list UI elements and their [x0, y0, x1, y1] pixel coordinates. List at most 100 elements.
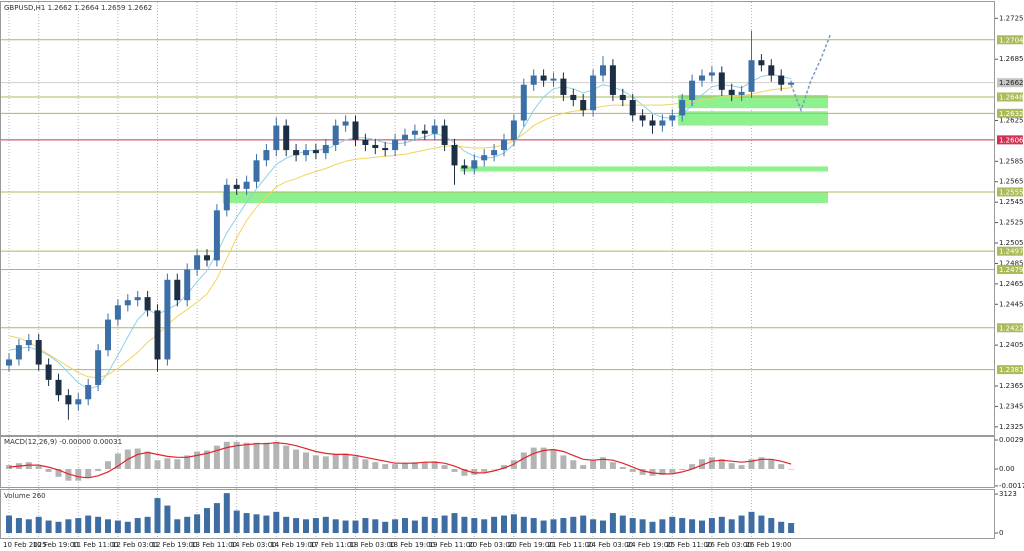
level-label-bg — [997, 35, 1023, 45]
level-label: 1.2632 — [999, 110, 1024, 118]
volume-bar — [451, 513, 458, 534]
macd-bar — [758, 457, 765, 470]
volume-bar — [748, 511, 755, 534]
marks-layer — [6, 30, 832, 534]
x-tick-label: 19 Feb 11:00 — [429, 541, 475, 549]
support-zone — [460, 166, 828, 172]
candle-body — [114, 305, 121, 320]
volume-bar — [75, 518, 82, 534]
macd-bar — [85, 469, 92, 478]
volume-bar — [411, 520, 418, 534]
support-zone — [678, 111, 828, 126]
macd-bar — [491, 469, 498, 470]
macd-bar — [708, 457, 715, 470]
volume-bar — [204, 508, 210, 534]
price-panel-frame — [0, 1, 995, 436]
macd-bar — [600, 457, 606, 470]
y-tick-label: 1.2725 — [999, 14, 1024, 22]
volume-bar — [114, 520, 121, 534]
y-tick-label: 1.2565 — [999, 178, 1024, 186]
candle-body — [441, 125, 448, 145]
volume-bar — [253, 514, 260, 534]
candle-body — [382, 148, 389, 151]
macd-bar — [580, 465, 587, 470]
volume-bar — [45, 520, 52, 534]
candle-body — [510, 120, 517, 140]
macd-bar — [312, 455, 319, 470]
x-tick-label: 17 Feb 11:00 — [310, 541, 356, 549]
macd-bar — [669, 469, 676, 473]
macd-signal-line — [8, 442, 792, 479]
macd-bar — [233, 441, 240, 470]
candle-body — [411, 130, 418, 135]
macd-bar — [392, 464, 399, 470]
y-tick-label: 1.2325 — [999, 423, 1024, 431]
volume-bar — [639, 519, 646, 534]
candle-body — [590, 75, 597, 111]
candle-body — [213, 210, 220, 261]
candle-body — [461, 165, 468, 169]
candle-body — [728, 89, 735, 95]
current-price-bg — [997, 78, 1023, 88]
macd-bar — [560, 455, 567, 470]
macd-bar — [75, 469, 82, 481]
macd-bar — [738, 465, 745, 470]
level-label: 1.2648 — [999, 93, 1024, 101]
x-tick-label: 12 Feb 19:00 — [152, 541, 198, 549]
macd-bar — [481, 469, 488, 472]
volume-bar — [194, 514, 201, 534]
volume-bar — [105, 519, 111, 534]
volume-bar — [65, 519, 72, 534]
level-label: 1.2555 — [999, 188, 1024, 196]
volume-bar — [303, 519, 309, 534]
forecast-line — [790, 33, 832, 113]
candle-body — [788, 82, 795, 85]
macd-bar — [45, 469, 52, 472]
candle-body — [718, 72, 725, 90]
candle-body — [560, 78, 567, 95]
macd-bar — [778, 464, 785, 470]
volume-bar — [6, 515, 12, 534]
volume-bar — [471, 518, 478, 534]
candle-body — [75, 399, 82, 405]
volume-bar — [283, 516, 290, 534]
macd-bar — [570, 460, 577, 470]
candle-body — [253, 160, 260, 182]
candle-body — [451, 144, 458, 166]
x-tick-label: 21 Feb 11:00 — [548, 541, 594, 549]
macd-bar — [134, 448, 141, 470]
volume-bar — [431, 518, 438, 534]
x-tick-label: 20 Feb 19:00 — [508, 541, 554, 549]
candle-body — [95, 350, 102, 385]
level-label-bg — [997, 135, 1023, 145]
macd-bar — [194, 451, 201, 470]
y-tick-label: 1.2445 — [999, 300, 1024, 308]
candle-body — [758, 60, 765, 66]
support-zone — [222, 191, 829, 204]
candle-body — [263, 150, 270, 161]
candle-body — [303, 150, 309, 156]
volume-bar — [124, 521, 131, 534]
volume-bar — [609, 513, 616, 534]
volume-bar — [728, 519, 735, 534]
volume-bar — [441, 515, 448, 534]
candle-body — [342, 121, 349, 126]
volume-bar — [718, 516, 725, 534]
macd-bar — [35, 466, 42, 470]
volume-bar — [263, 515, 270, 534]
candle-body — [6, 359, 12, 366]
volume-bar — [233, 510, 240, 534]
volume-bar — [758, 515, 765, 534]
volume-bar — [560, 518, 567, 534]
macd-bar — [471, 469, 478, 475]
candle-body — [194, 255, 201, 270]
y-tick-label: 3123 — [999, 490, 1017, 498]
candle-body — [649, 120, 656, 126]
volume-bar — [689, 519, 696, 534]
candle-body — [164, 279, 171, 360]
macd-bar — [501, 465, 507, 470]
macd-bar — [402, 463, 408, 470]
y-tick-label: 0.00298 — [999, 436, 1024, 444]
volume-bar — [243, 513, 250, 534]
